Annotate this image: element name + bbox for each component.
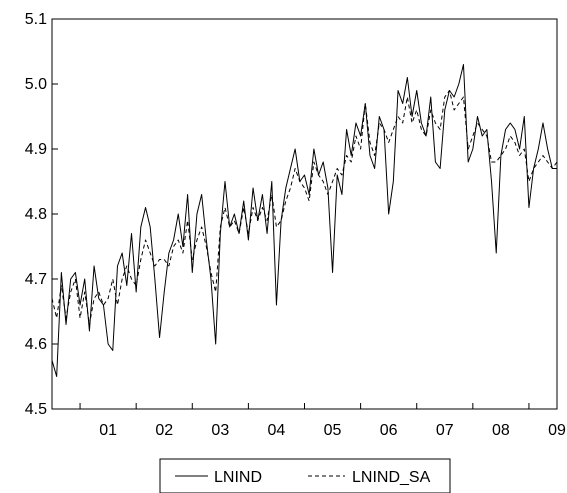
series-layer bbox=[51, 64, 558, 377]
x-axis: 01 02 03 04 05 06 07 08 09 bbox=[79, 403, 566, 439]
x-tick-label: 01 bbox=[99, 422, 117, 439]
y-tick-label: 4.7 bbox=[25, 271, 47, 288]
y-tick-label: 5.1 bbox=[25, 11, 47, 28]
x-tick-label: 04 bbox=[268, 422, 286, 439]
y-tick-label: 5.0 bbox=[25, 76, 47, 93]
legend-label-lnind: LNIND bbox=[214, 469, 262, 486]
y-axis: 4.5 4.6 4.7 4.8 4.9 5.0 5.1 bbox=[25, 11, 58, 418]
series-line-lnind bbox=[51, 64, 557, 377]
x-tick-label: 02 bbox=[155, 422, 173, 439]
y-tick-label: 4.8 bbox=[25, 206, 47, 223]
x-tick-label: 09 bbox=[548, 422, 566, 439]
x-tick-label: 07 bbox=[436, 422, 454, 439]
y-tick-label: 4.9 bbox=[25, 141, 47, 158]
x-tick-label: 08 bbox=[492, 422, 510, 439]
legend-label-lnind-sa: LNIND_SA bbox=[352, 469, 431, 486]
x-tick-label: 06 bbox=[380, 422, 398, 439]
plot-area bbox=[51, 18, 558, 410]
x-tick-label: 05 bbox=[324, 422, 342, 439]
y-tick-label: 4.5 bbox=[25, 401, 47, 418]
legend-box bbox=[159, 458, 451, 493]
y-tick-label: 4.6 bbox=[25, 336, 47, 353]
x-tick-label: 03 bbox=[211, 422, 229, 439]
legend: LNIND LNIND_SA bbox=[159, 458, 451, 493]
